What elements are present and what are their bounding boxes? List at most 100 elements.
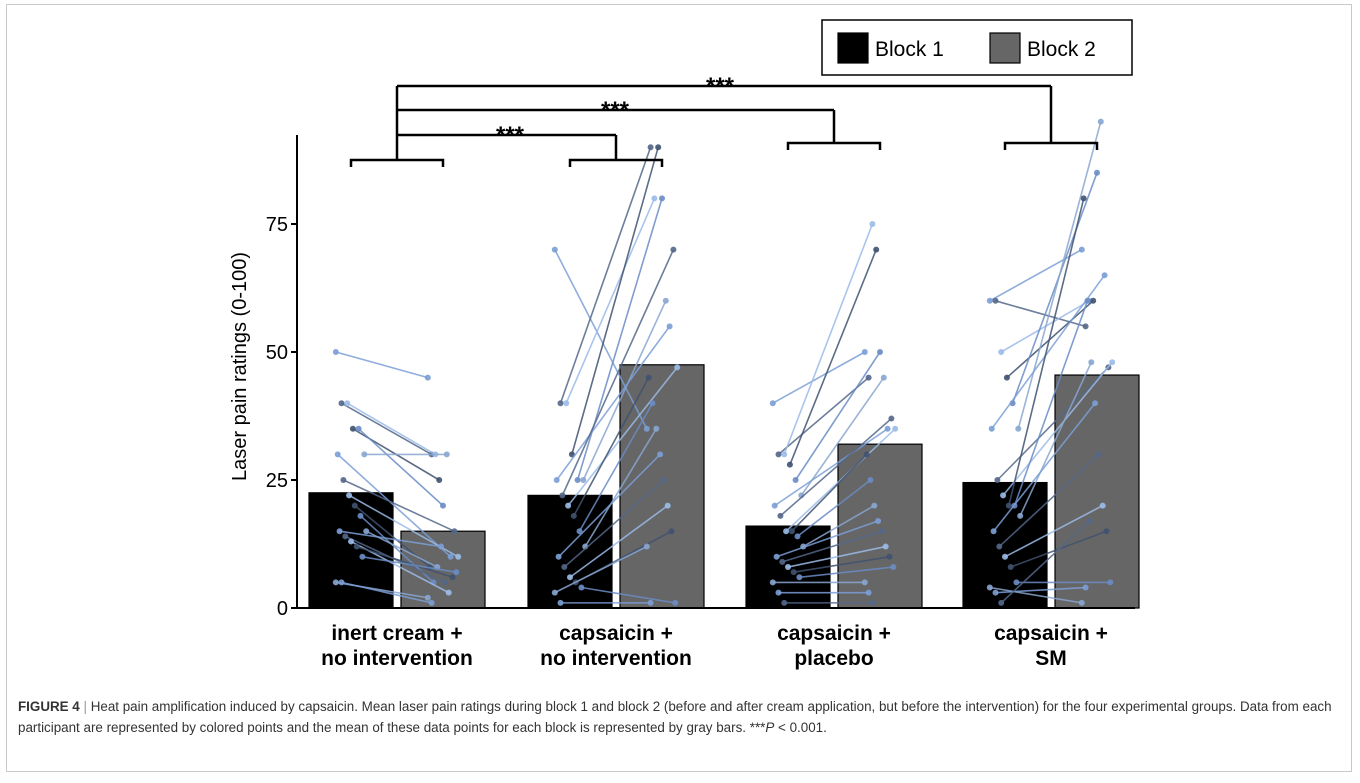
group-cap-bracket xyxy=(568,158,664,167)
participant-line xyxy=(339,530,442,548)
participant-point-block1 xyxy=(567,574,573,581)
legend-swatch xyxy=(989,32,1021,64)
participant-line xyxy=(1002,361,1113,496)
participant-line xyxy=(558,453,661,558)
y-tick-label: 50 xyxy=(266,342,288,364)
participant-point-block1 xyxy=(779,558,786,565)
participant-point-block1 xyxy=(773,553,780,560)
participant-point-block1 xyxy=(551,589,558,596)
x-tick-label: inert cream + xyxy=(331,622,462,645)
participant-lines-layer xyxy=(332,118,1116,606)
caption-text: Heat pain amplification induced by capsa… xyxy=(18,699,1332,735)
participant-point-block1 xyxy=(996,543,1003,550)
group-cap-bracket xyxy=(786,141,882,150)
participant-point-block1 xyxy=(578,584,585,591)
participant-line xyxy=(787,545,886,568)
participant-point-block2 xyxy=(657,451,664,458)
participant-point-block1 xyxy=(775,451,782,458)
participant-point-block1 xyxy=(992,589,999,596)
participant-point-block1 xyxy=(1007,564,1014,571)
participant-line xyxy=(1013,300,1089,506)
participant-line xyxy=(556,325,671,481)
participant-point-block1 xyxy=(561,564,568,571)
participant-line xyxy=(1000,520,1090,604)
participant-point-block1 xyxy=(563,400,570,407)
caption-separator: | xyxy=(83,699,87,714)
significance-brackets: *** *** *** xyxy=(349,73,1099,167)
participant-point-block1 xyxy=(783,528,790,535)
participant-point-block2 xyxy=(878,528,885,535)
participant-point-block2 xyxy=(871,502,878,509)
bar-chart: 0 25 50 75 Laser pain ratings (0-100) inert… xyxy=(229,19,1140,670)
participant-line xyxy=(995,300,1086,328)
x-tick-label: no intervention xyxy=(321,647,473,670)
legend-label: Block 1 xyxy=(875,38,944,61)
participant-point-block2 xyxy=(1103,528,1110,535)
participant-line xyxy=(774,428,889,507)
participant-point-block1 xyxy=(786,461,793,468)
participant-point-block2 xyxy=(428,599,435,606)
participant-point-block2 xyxy=(1109,359,1116,366)
participant-point-block2 xyxy=(890,564,897,571)
participant-line xyxy=(341,581,432,604)
participant-line xyxy=(1019,361,1093,517)
participant-point-block1 xyxy=(769,400,776,407)
participant-point-block1 xyxy=(348,538,354,545)
x-tick-label: placebo xyxy=(794,647,873,670)
participant-point-block1 xyxy=(990,528,997,535)
participant-point-block2 xyxy=(445,589,452,596)
participant-line xyxy=(578,402,654,532)
x-tick-label: no intervention xyxy=(540,647,692,670)
participant-line xyxy=(791,453,868,532)
participant-line xyxy=(584,428,657,547)
participant-point-block2 xyxy=(1082,323,1089,330)
figure-frame xyxy=(6,4,1352,772)
participant-point-block1 xyxy=(553,477,560,483)
participant-line xyxy=(561,249,675,496)
participant-point-block1 xyxy=(340,477,347,483)
participant-point-block2 xyxy=(1086,517,1093,524)
participant-point-block1 xyxy=(574,477,581,483)
participant-point-block2 xyxy=(1097,118,1104,125)
participant-point-block2 xyxy=(1099,502,1106,509)
y-axis xyxy=(296,135,1135,609)
participant-point-block1 xyxy=(342,533,349,540)
participant-point-block2 xyxy=(1078,246,1085,253)
participant-line xyxy=(1017,121,1102,430)
group-cap-bracket xyxy=(1003,141,1099,150)
participant-point-block1 xyxy=(994,477,1001,483)
participant-point-block2 xyxy=(865,589,872,596)
participant-point-block2 xyxy=(892,425,899,432)
participant-point-block2 xyxy=(1095,451,1102,458)
participant-point-block2 xyxy=(643,425,650,432)
bar-2-group-4 xyxy=(1054,374,1140,609)
participant-point-block1 xyxy=(777,512,784,519)
participant-point-block2 xyxy=(645,374,652,381)
participant-line xyxy=(1004,504,1104,558)
participant-point-block2 xyxy=(882,543,889,550)
participant-point-block1 xyxy=(580,477,587,483)
participant-point-block2 xyxy=(651,195,658,202)
participant-point-block2 xyxy=(884,425,891,432)
participant-point-block2 xyxy=(863,451,870,458)
participant-point-block1 xyxy=(790,569,797,576)
participant-point-block1 xyxy=(559,492,566,499)
legend-swatch xyxy=(837,32,869,64)
participant-point-block2 xyxy=(643,543,650,550)
participant-line xyxy=(777,376,870,456)
group-cap-bracket xyxy=(349,158,445,167)
participant-line xyxy=(1008,198,1085,506)
participant-point-block1 xyxy=(1000,492,1007,499)
participant-point-block1 xyxy=(338,579,345,586)
participant-line xyxy=(998,453,1100,548)
x-tick-label: capsaicin + xyxy=(777,622,891,645)
participant-point-block2 xyxy=(1088,359,1095,366)
participant-point-block2 xyxy=(443,451,450,458)
participant-line xyxy=(358,428,444,507)
y-ticks: 0 25 50 75 xyxy=(266,214,297,620)
participant-point-block1 xyxy=(796,574,803,581)
participant-point-block1 xyxy=(334,451,341,458)
participant-line xyxy=(989,248,1083,302)
participant-point-block1 xyxy=(349,425,356,432)
